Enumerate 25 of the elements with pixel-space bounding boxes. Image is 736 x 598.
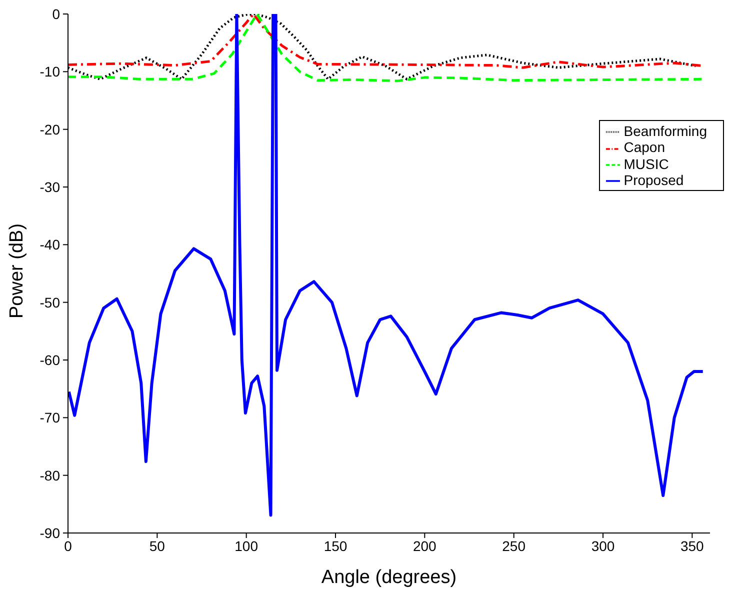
x-tick-label: 50 bbox=[149, 538, 166, 554]
y-tick-label: -50 bbox=[40, 294, 60, 310]
x-tick-label: 300 bbox=[591, 538, 615, 554]
legend-label: Capon bbox=[624, 139, 665, 156]
legend-label: MUSIC bbox=[624, 156, 669, 172]
legend-label: Proposed bbox=[624, 172, 684, 188]
y-tick-label: 0 bbox=[52, 6, 60, 22]
y-tick-label: -60 bbox=[40, 352, 60, 368]
y-tick-label: -80 bbox=[40, 467, 60, 484]
x-axis-title: Angle (degrees) bbox=[321, 567, 457, 588]
x-tick-label: 350 bbox=[680, 538, 704, 554]
y-tick-label: -30 bbox=[40, 178, 60, 195]
y-axis-title: Power (dB) bbox=[6, 223, 28, 318]
x-tick-label: 100 bbox=[234, 538, 258, 554]
y-tick-label: -20 bbox=[40, 121, 60, 138]
y-tick-label: -10 bbox=[40, 64, 60, 80]
x-tick-label: 200 bbox=[412, 538, 437, 554]
x-tick-label: 0 bbox=[64, 538, 72, 554]
y-tick-label: -90 bbox=[40, 524, 60, 541]
y-tick-label: -40 bbox=[40, 236, 60, 253]
legend-label: Beamforming bbox=[624, 123, 707, 139]
y-tick-label: -70 bbox=[40, 410, 60, 426]
x-tick-label: 250 bbox=[502, 538, 526, 554]
line-series bbox=[68, 14, 704, 517]
x-tick-label: 150 bbox=[324, 538, 348, 554]
